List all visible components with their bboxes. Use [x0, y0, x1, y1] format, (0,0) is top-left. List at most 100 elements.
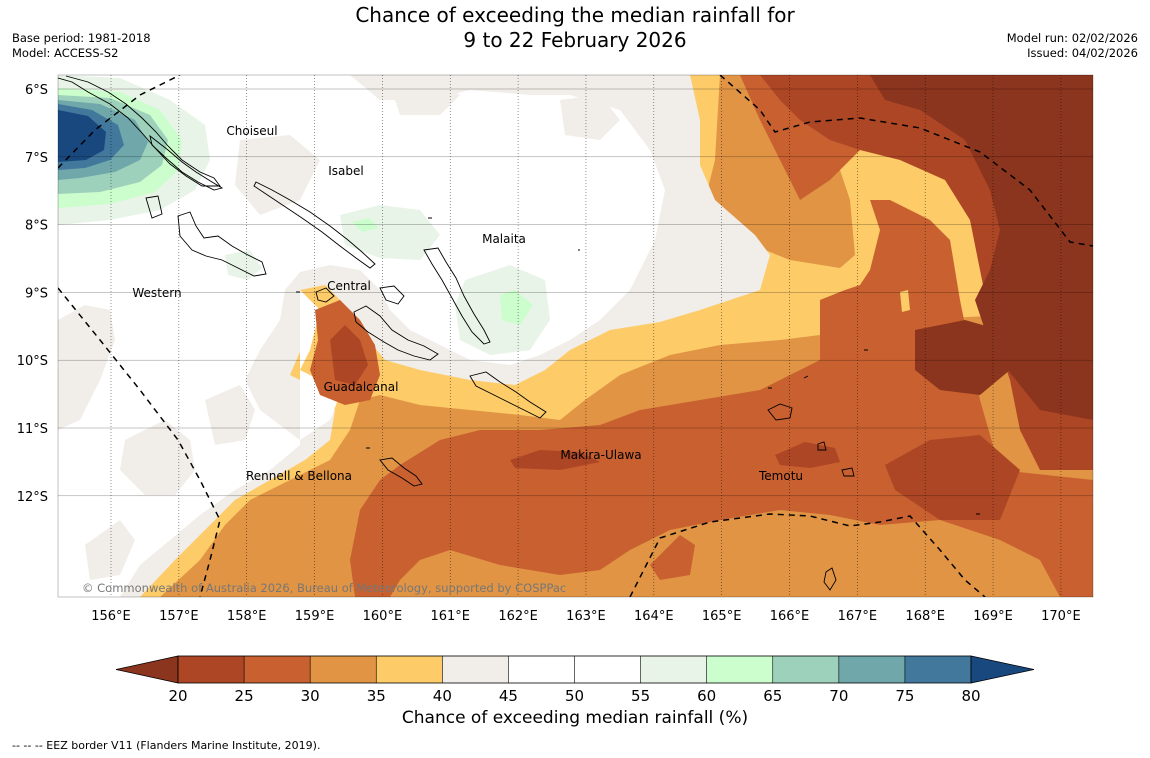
colorbar-tick-label: 60 [697, 687, 716, 705]
province-label: Western [132, 286, 181, 300]
colorbar-tick-label: 20 [168, 687, 187, 705]
coast-bougainville [58, 75, 221, 187]
title-line-1: Chance of exceeding the median rainfall … [355, 3, 795, 27]
colorbar-band [706, 656, 774, 683]
colorbar-tick-label: 50 [565, 687, 584, 705]
longitude-label: 158°E [227, 609, 267, 624]
coast-choiseul [149, 134, 224, 191]
latitude-label: 6°S [25, 83, 48, 98]
base-period: Base period: 1981-2018 [12, 31, 151, 45]
longitude-label: 164°E [634, 609, 674, 624]
longitude-label: 167°E [838, 609, 878, 624]
longitude-label: 160°E [363, 609, 403, 624]
colorbar-tick-label: 70 [829, 687, 848, 705]
colorbar-band [178, 656, 245, 683]
run-info: Model run: 02/02/2026 Issued: 04/02/2026 [1007, 31, 1138, 61]
coast-rennell [379, 457, 423, 487]
colorbar-band [310, 656, 377, 683]
graticule [58, 75, 1093, 597]
latitude-label: 9°S [25, 286, 48, 301]
coast-new-georgia [177, 211, 267, 277]
chart-title: Chance of exceeding the median rainfall … [0, 3, 1150, 53]
longitude-label: 156°E [91, 609, 131, 624]
colorbar-band [244, 656, 311, 683]
colorbar-tick-label: 75 [895, 687, 914, 705]
longitude-labels: 156°E 157°E 158°E 159°E 160°E 161°E 162°E 163°E… [91, 609, 1080, 624]
province-label: Central [327, 279, 371, 293]
eez-border-ne [719, 75, 1093, 247]
province-label: Malaita [482, 232, 526, 246]
model-info: Base period: 1981-2018 Model: ACCESS-S2 [12, 31, 151, 61]
longitude-label: 169°E [973, 609, 1013, 624]
province-label: Temotu [758, 469, 803, 483]
field-25-30-se [650, 535, 695, 580]
coast-utupua [817, 441, 827, 451]
field-45-55 [58, 75, 665, 597]
field-40-45-pocket-c [85, 520, 135, 580]
colorbar-tick-label: 65 [763, 687, 782, 705]
map-field [58, 75, 1093, 597]
field-60-65-south-malaita [500, 290, 533, 325]
field-lt20-south [915, 320, 1010, 395]
province-label: Rennell & Bellona [246, 469, 352, 483]
colorbar-tick-label: 40 [433, 687, 452, 705]
latitude-label: 7°S [25, 151, 48, 166]
colorbar-band [640, 656, 708, 683]
province-label: Guadalcanal [324, 380, 399, 394]
copyright-notice: © Commonwealth of Australia 2026, Bureau… [82, 581, 566, 595]
field-40-45-pocket-f [390, 80, 460, 115]
field-60-65-malaita [352, 218, 378, 232]
colorbar-tick-label: 80 [961, 687, 980, 705]
field-35-40-pocket [900, 290, 910, 312]
colorbar-tick-label: 45 [499, 687, 518, 705]
colorbar-tick-label: 30 [301, 687, 320, 705]
coast-makira [469, 371, 547, 419]
colorbar-band [838, 656, 906, 683]
field-40-45-pocket-g [560, 95, 620, 140]
map-frame [57, 74, 1094, 598]
colorbar-extend-high [970, 655, 1035, 684]
coast-russell [315, 287, 335, 303]
coast-guadalcanal [353, 305, 439, 361]
colorbar-band [772, 656, 840, 683]
coast-ranongga [145, 195, 163, 219]
colorbar-band [574, 656, 642, 683]
colorbar: 20 25 30 35 40 45 50 55 60 65 70 75 80 [115, 655, 1035, 705]
colorbar-tick-label: 55 [631, 687, 650, 705]
colorbar-band [904, 656, 972, 683]
colorbar-extend-low [115, 655, 179, 684]
coast-santa-cruz [767, 403, 793, 421]
coastlines [58, 75, 980, 591]
longitude-label: 170°E [1041, 609, 1081, 624]
longitude-label: 165°E [702, 609, 742, 624]
province-label: Choiseul [226, 124, 277, 138]
eez-border-west [58, 287, 221, 597]
eez-footnote: -- -- -- EEZ border V11 (Flanders Marine… [12, 739, 321, 752]
coast-florida [379, 285, 405, 305]
field-gt80 [58, 110, 106, 162]
field-lt20 [870, 75, 1093, 420]
model-run-date: Model run: 02/02/2026 [1006, 31, 1138, 45]
coast-isabel [253, 181, 376, 269]
colorbar-band [376, 656, 443, 683]
latitude-label: 8°S [25, 219, 48, 234]
province-labels: Choiseul Isabel Malaita Western Central Guada… [132, 124, 803, 483]
province-label: Makira-Ulawa [560, 448, 641, 462]
field-20-25-east [885, 435, 1020, 520]
longitude-label: 166°E [770, 609, 810, 624]
field-55-60-malaita [340, 205, 440, 260]
latitude-label: 11°S [17, 422, 48, 437]
field-40-45-pocket-e [235, 135, 320, 215]
issued-date: Issued: 04/02/2026 [1027, 46, 1138, 60]
colorbar-tick-label: 25 [235, 687, 254, 705]
coast-vanikoro [841, 467, 855, 477]
latitude-labels: 6°S 7°S 8°S 9°S 10°S 11°S 12°S [17, 83, 48, 505]
latitude-label: 10°S [17, 354, 48, 369]
colorbar-label: Chance of exceeding median rainfall (%) [401, 708, 749, 728]
longitude-label: 163°E [566, 609, 606, 624]
longitude-label: 168°E [905, 609, 945, 624]
field-20-25-guadalcanal [330, 325, 368, 385]
province-label: Isabel [328, 164, 363, 178]
coast-malaita [423, 247, 491, 345]
